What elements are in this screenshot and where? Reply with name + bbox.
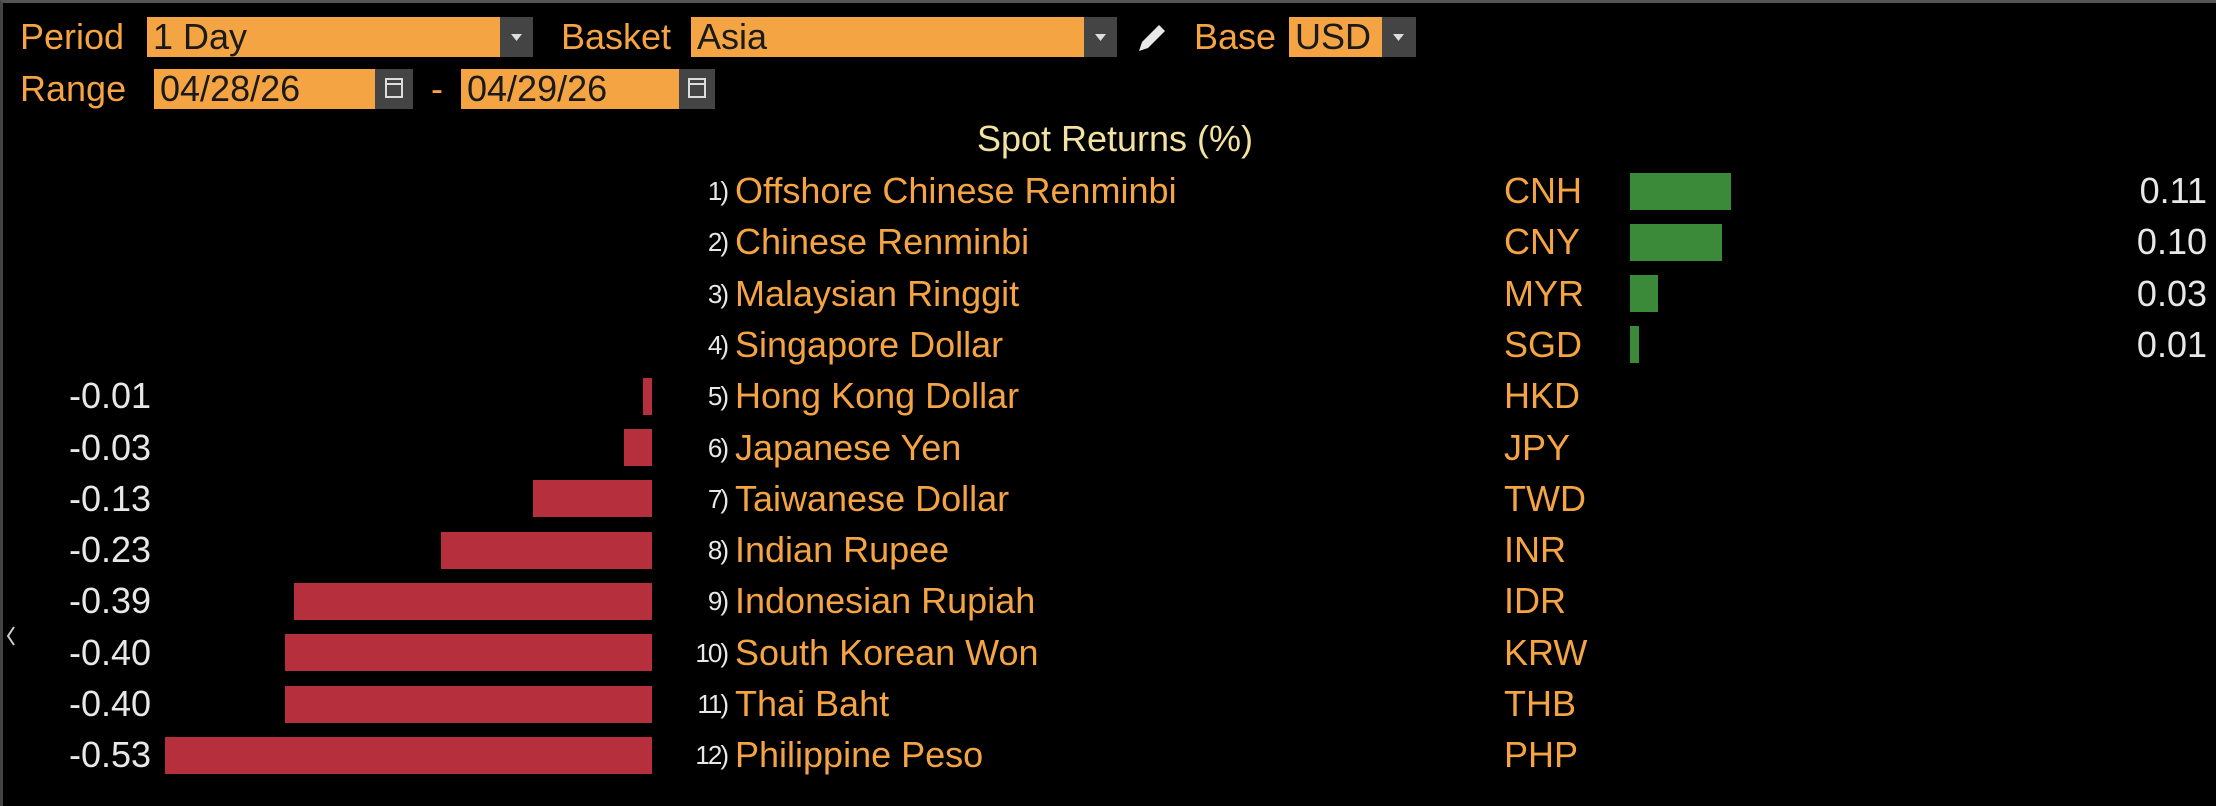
- row-index: 8): [707, 535, 729, 566]
- range-start[interactable]: 04/28/26: [154, 69, 375, 109]
- row-index: 10): [695, 637, 729, 668]
- row-index: 7): [707, 483, 729, 514]
- row-index: 4): [707, 329, 729, 360]
- value-label: -0.03: [69, 426, 152, 468]
- base-label: Base: [1194, 16, 1277, 57]
- range-label: Range: [20, 68, 127, 109]
- currency-code: CNY: [1504, 221, 1581, 263]
- range-separator: -: [431, 68, 443, 109]
- value-label: -0.01: [69, 375, 152, 417]
- currency-name: Chinese Renminbi: [735, 221, 1030, 263]
- negative-bar: [642, 377, 652, 415]
- currency-name: Offshore Chinese Renminbi: [735, 170, 1177, 211]
- currency-name: Philippine Peso: [735, 734, 984, 776]
- calendar-icon[interactable]: [375, 69, 413, 109]
- dropdown-arrow[interactable]: [1084, 17, 1117, 57]
- value-label: 0.01: [2136, 323, 2207, 365]
- row-index: 11): [697, 689, 729, 719]
- currency-name: Indian Rupee: [735, 529, 950, 571]
- negative-bar: [624, 429, 652, 466]
- currency-name: South Korean Won: [735, 631, 1039, 673]
- row-index: 9): [707, 586, 729, 617]
- row-index: 2): [707, 227, 729, 258]
- value-label: 0.03: [2136, 272, 2207, 314]
- negative-bar: [532, 480, 652, 518]
- dropdown-arrow[interactable]: [500, 17, 533, 57]
- value-label: -0.23: [69, 529, 152, 571]
- range-end[interactable]: 04/29/26: [461, 69, 679, 109]
- value-label: 0.10: [2136, 221, 2207, 263]
- calendar-icon[interactable]: [679, 69, 715, 109]
- currency-name: Singapore Dollar: [735, 323, 1004, 365]
- currency-code: HKD: [1504, 375, 1581, 417]
- value-label: -0.40: [69, 683, 152, 724]
- period-label: Period: [20, 16, 125, 57]
- value-label: -0.53: [69, 734, 152, 776]
- value-label: -0.40: [69, 631, 152, 673]
- chart-title: Spot Returns (%): [976, 118, 1254, 159]
- value-label: -0.39: [69, 580, 152, 622]
- positive-bar: [1630, 275, 1658, 313]
- row-index: 6): [707, 432, 729, 463]
- currency-code: TWD: [1504, 477, 1586, 519]
- edit-icon[interactable]: [1131, 17, 1171, 57]
- currency-code: SGD: [1504, 323, 1583, 365]
- basket-label: Basket: [561, 16, 672, 57]
- currency-code: JPY: [1504, 426, 1571, 468]
- currency-code: MYR: [1504, 272, 1584, 314]
- currency-name: Indonesian Rupiah: [735, 580, 1036, 622]
- row-index: 12): [695, 740, 729, 771]
- currency-name: Japanese Yen: [735, 426, 962, 468]
- value-label: -0.13: [69, 477, 152, 519]
- row-index: 1): [707, 176, 729, 206]
- base-select[interactable]: USD: [1289, 17, 1382, 57]
- currency-code: CNH: [1504, 170, 1582, 211]
- currency-name: Hong Kong Dollar: [735, 375, 1020, 417]
- value-label: 0.11: [2139, 170, 2207, 211]
- negative-bar: [284, 685, 652, 723]
- row-index: 3): [707, 278, 729, 309]
- positive-bar: [1630, 172, 1731, 210]
- currency-code: PHP: [1504, 734, 1579, 776]
- negative-bar: [293, 582, 652, 620]
- currency-code: INR: [1504, 529, 1566, 571]
- currency-name: Thai Baht: [735, 683, 890, 724]
- currency-code: IDR: [1504, 580, 1566, 622]
- currency-name: Taiwanese Dollar: [735, 477, 1010, 519]
- period-select[interactable]: 1 Day: [147, 17, 500, 57]
- currency-code: THB: [1504, 683, 1576, 724]
- row-index: 5): [707, 381, 729, 412]
- basket-select[interactable]: Asia: [691, 17, 1084, 57]
- collapse-arrow[interactable]: [5, 623, 17, 649]
- negative-bar: [165, 736, 652, 774]
- currency-name: Malaysian Ringgit: [735, 272, 1020, 314]
- negative-bar: [440, 531, 652, 569]
- positive-bar: [1630, 326, 1640, 364]
- dropdown-arrow[interactable]: [1382, 17, 1416, 57]
- negative-bar: [284, 634, 652, 672]
- positive-bar: [1630, 223, 1722, 261]
- currency-code: KRW: [1504, 631, 1588, 673]
